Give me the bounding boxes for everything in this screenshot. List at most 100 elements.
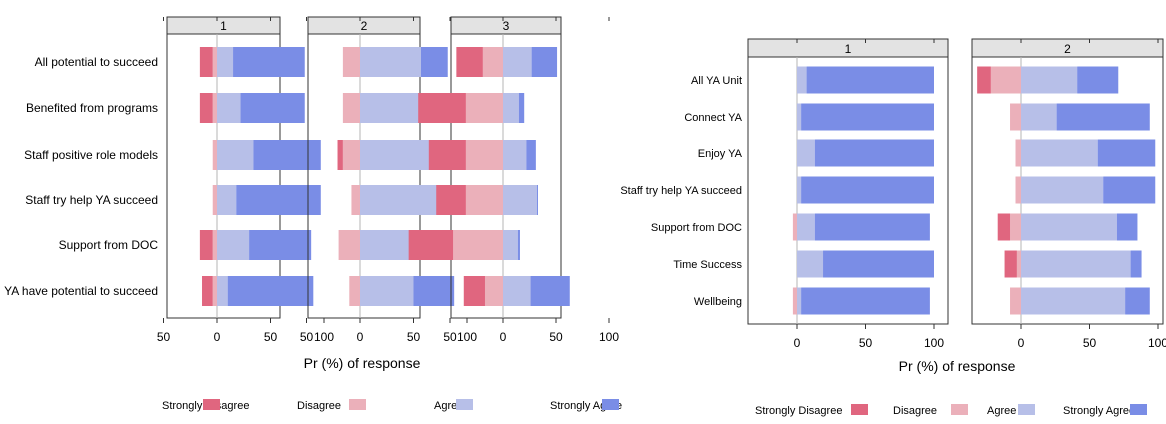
bar-disagree: [465, 93, 503, 123]
x-tick-label: 0: [1018, 336, 1025, 350]
bar-agree: [503, 230, 518, 260]
bar-strongly-agree: [801, 103, 934, 131]
bar-agree: [797, 139, 815, 167]
category-label: All YA Unit: [691, 75, 742, 87]
x-tick-label: 50: [300, 330, 314, 344]
bar-agree: [797, 176, 802, 204]
x-tick-label: 100: [457, 330, 477, 344]
bar-agree: [360, 140, 435, 170]
bar-strongly-agree: [1077, 66, 1119, 94]
bar-disagree: [792, 213, 797, 241]
bar-strongly-disagree: [199, 230, 213, 260]
bar-agree: [503, 47, 532, 77]
panel-strip-label: 1: [845, 42, 852, 56]
category-label: Support from DOC: [651, 222, 742, 234]
bar-strongly-agree: [518, 93, 525, 123]
legend-swatch-agree: [456, 399, 473, 410]
bar-agree: [503, 276, 531, 306]
bar-agree: [797, 213, 815, 241]
legend-swatch-strongly-agree: [1130, 404, 1147, 415]
bar-disagree: [212, 140, 217, 170]
category-label: YA have potential to succeed: [4, 284, 158, 298]
bar-disagree: [990, 66, 1021, 94]
panel-strip-label: 2: [1064, 42, 1071, 56]
x-tick-label: 0: [500, 330, 507, 344]
panel-frame: [747, 56, 949, 325]
panel-strip-label: 2: [361, 19, 368, 33]
chart-1: All potential to succeed Benefited from p…: [4, 16, 622, 412]
bar-agree: [1021, 213, 1117, 241]
bar-strongly-agree: [253, 140, 321, 170]
x-tick-label: 50: [264, 330, 278, 344]
bar-disagree: [1015, 176, 1021, 204]
bar-disagree: [212, 230, 217, 260]
bar-disagree: [338, 230, 360, 260]
legend-label: Disagree: [893, 405, 937, 417]
x-tick-label: 50: [549, 330, 563, 344]
bar-strongly-agree: [236, 185, 321, 215]
bar-agree: [797, 103, 802, 131]
panel-frame: [450, 33, 562, 319]
bar-strongly-agree: [249, 230, 312, 260]
bar-strongly-disagree: [408, 230, 454, 260]
panel-frame: [971, 56, 1164, 325]
bar-disagree: [484, 276, 503, 306]
bar-agree: [1021, 139, 1098, 167]
legend-label: Strongly Agree: [1063, 405, 1135, 417]
bar-strongly-disagree: [199, 93, 213, 123]
bar-agree: [1021, 176, 1104, 204]
bar-strongly-agree: [530, 276, 570, 306]
bar-strongly-disagree: [997, 213, 1011, 241]
bar-strongly-agree: [1056, 103, 1150, 131]
bar-strongly-agree: [531, 47, 558, 77]
bar-strongly-disagree: [463, 276, 485, 306]
bar-strongly-agree: [1116, 213, 1138, 241]
x-tick-label: 50: [407, 330, 421, 344]
x-tick-label: 100: [1148, 336, 1166, 350]
x-tick-label: 100: [599, 330, 619, 344]
x-axis-label: Pr (%) of response: [304, 355, 421, 371]
bar-strongly-agree: [536, 185, 538, 215]
chart-2: All YA Unit Connect YA Enjoy YA Staff try h…: [620, 38, 1166, 417]
bar-agree: [217, 140, 254, 170]
bar-strongly-agree: [420, 47, 448, 77]
bar-disagree: [1010, 287, 1021, 315]
legend-label: Disagree: [297, 400, 341, 412]
category-label: Staff positive role models: [24, 148, 158, 162]
bar-disagree: [342, 47, 360, 77]
bar-agree: [797, 66, 807, 94]
bar-disagree: [1015, 139, 1021, 167]
bar-agree: [503, 185, 537, 215]
bar-strongly-agree: [227, 276, 314, 306]
bar-strongly-disagree: [418, 93, 466, 123]
bar-strongly-agree: [517, 230, 520, 260]
x-tick-label: 50: [443, 330, 457, 344]
x-tick-label: 50: [157, 330, 171, 344]
x-tick-label: 100: [314, 330, 334, 344]
bar-strongly-disagree: [1004, 250, 1017, 278]
bar-strongly-agree: [1097, 139, 1156, 167]
bar-agree: [360, 47, 421, 77]
bar-agree: [503, 93, 519, 123]
bar-disagree: [342, 140, 360, 170]
bar-disagree: [792, 287, 797, 315]
panel-strip-label: 3: [503, 19, 510, 33]
bar-agree: [217, 93, 241, 123]
category-label: Support from DOC: [59, 238, 159, 252]
legend: Strongly Disagree Disagree Agree Strongly A…: [755, 404, 1147, 417]
panel-strip-label: 1: [220, 19, 227, 33]
bar-agree: [1021, 103, 1057, 131]
bar-agree: [797, 250, 824, 278]
category-label: Benefited from programs: [26, 101, 158, 115]
bar-strongly-agree: [413, 276, 455, 306]
x-tick-label: 50: [1083, 336, 1097, 350]
legend-label: Strongly Disagree: [755, 405, 842, 417]
category-label: Wellbeing: [694, 296, 742, 308]
bar-strongly-agree: [1130, 250, 1142, 278]
category-label: Enjoy YA: [698, 148, 743, 160]
bar-agree: [217, 276, 228, 306]
panel-1: 150 0 50 100: [157, 16, 334, 344]
x-tick-label: 50: [859, 336, 873, 350]
